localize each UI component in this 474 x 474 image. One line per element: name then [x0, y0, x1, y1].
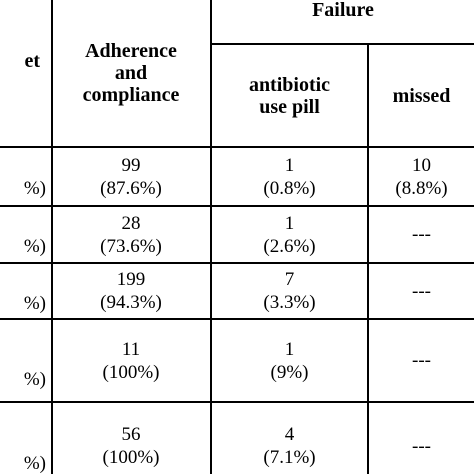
row-4-missed-value: --- [412, 350, 431, 371]
row-1-missed-pct: (8.8%) [395, 177, 448, 199]
row-4-missed: --- [369, 320, 474, 401]
failure-underline [210, 43, 474, 45]
row-1-antibiotic-pct: (0.8%) [263, 177, 316, 199]
col-divider-1 [51, 0, 53, 474]
header-bottom-rule [0, 146, 474, 148]
row-2-missed: --- [369, 207, 474, 262]
row-3-missed-value: --- [412, 280, 431, 302]
row-5-adherence-count: 56 [121, 424, 141, 445]
row-4-partial: %) [0, 320, 50, 401]
row-1-partial: %) [0, 148, 50, 205]
row-1-antibiotic-count: 1 [284, 154, 295, 176]
row-4-adherence: 11 (100%) [52, 320, 210, 401]
missed-header-label: missed [392, 84, 451, 107]
row-2-antibiotic: 1 (2.6%) [212, 207, 367, 262]
row-3-adherence: 199 (94.3%) [52, 264, 210, 318]
adherence-header: Adherence and compliance [52, 0, 210, 146]
adherence-header-line-2: and [114, 62, 148, 84]
row-1-antibiotic: 1 (0.8%) [212, 148, 367, 205]
antibiotic-header-line-2: use pill [259, 95, 320, 118]
row-5-partial: %) [0, 403, 50, 474]
row-3-antibiotic: 7 (3.3%) [212, 264, 367, 318]
row-1-missed: 10 (8.8%) [369, 148, 474, 205]
adherence-header-line-1: Adherence [85, 40, 177, 62]
row-4-antibiotic-count: 1 [284, 338, 295, 360]
row-3-missed: --- [369, 264, 474, 318]
antibiotic-header-line-1: antibiotic [248, 73, 331, 96]
row-5-partial-text: %) [23, 453, 46, 474]
row-5-missed-value: --- [412, 436, 431, 457]
row-4-antibiotic-pct: (9%) [270, 361, 309, 383]
row-2-adherence-count: 28 [121, 212, 141, 234]
row-4-antibiotic: 1 (9%) [212, 320, 367, 401]
partial-first-header-text: et [24, 50, 40, 72]
row-3-antibiotic-count: 7 [284, 269, 295, 290]
row-3-partial: %) [0, 264, 50, 318]
col-divider-2 [210, 0, 212, 474]
row-rule-4 [0, 401, 474, 403]
row-5-antibiotic: 4 (7.1%) [212, 403, 367, 474]
row-2-partial: %) [0, 207, 50, 262]
row-3-adherence-count: 199 [116, 269, 146, 290]
row-1-adherence: 99 (87.6%) [52, 148, 210, 205]
row-2-missed-value: --- [412, 224, 431, 245]
row-1-partial-text: %) [23, 178, 46, 199]
failure-header-label: Failure [312, 0, 374, 21]
row-1-adherence-count: 99 [121, 154, 141, 176]
row-5-adherence-pct: (100%) [102, 447, 160, 468]
row-3-adherence-pct: (94.3%) [100, 292, 162, 313]
partial-first-header: et [0, 0, 50, 146]
row-rule-3 [0, 318, 474, 320]
row-2-adherence-pct: (73.6%) [100, 235, 162, 257]
adherence-header-line-3: compliance [82, 84, 180, 106]
row-5-antibiotic-pct: (7.1%) [263, 447, 316, 468]
row-4-adherence-pct: (100%) [102, 361, 160, 383]
row-3-antibiotic-pct: (3.3%) [263, 292, 316, 313]
missed-header: missed [369, 45, 474, 146]
row-1-missed-count: 10 [412, 154, 431, 176]
row-2-antibiotic-count: 1 [284, 212, 295, 234]
row-rule-2 [0, 262, 474, 264]
row-2-partial-text: %) [23, 236, 46, 257]
row-1-adherence-pct: (87.6%) [100, 177, 162, 199]
row-5-adherence: 56 (100%) [52, 403, 210, 474]
row-4-partial-text: %) [23, 369, 46, 390]
row-3-partial-text: %) [23, 293, 46, 314]
col-divider-3 [367, 43, 369, 474]
row-rule-1 [0, 205, 474, 207]
failure-header: Failure [212, 0, 474, 22]
row-2-adherence: 28 (73.6%) [52, 207, 210, 262]
row-4-adherence-count: 11 [121, 338, 141, 360]
row-5-missed: --- [369, 403, 474, 474]
antibiotic-header: antibiotic use pill [212, 45, 367, 146]
row-2-antibiotic-pct: (2.6%) [263, 235, 316, 257]
row-5-antibiotic-count: 4 [284, 424, 295, 445]
